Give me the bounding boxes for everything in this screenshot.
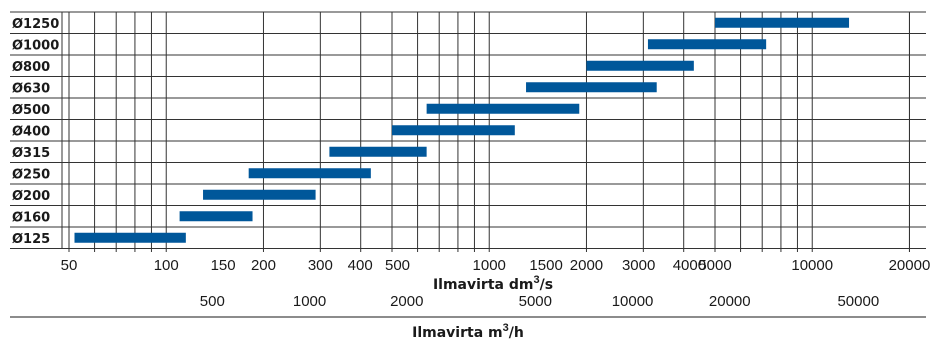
row-label: Ø250 — [12, 167, 50, 182]
x-tick-label: 1500 — [529, 257, 562, 274]
x2-axis-ticks: 500 1000 2000 5000 10000 20000 50000 — [200, 293, 879, 310]
range-bars — [74, 17, 850, 243]
x2-tick-label: 500 — [200, 293, 225, 310]
row-label: Ø1250 — [12, 17, 59, 32]
row-label: Ø125 — [12, 232, 50, 247]
x-tick-label: 1000 — [473, 257, 506, 274]
row-label: Ø800 — [12, 60, 50, 75]
x2-axis-title: Ilmavirta m3/h — [412, 322, 524, 341]
row-label: Ø200 — [12, 189, 50, 204]
row-label: Ø1000 — [12, 38, 59, 53]
x-tick-label: 150 — [211, 257, 236, 274]
range-bar-Ø500 — [426, 103, 580, 114]
x2-tick-label: 2000 — [390, 293, 423, 310]
x-tick-label: 300 — [308, 257, 333, 274]
x2-tick-label: 50000 — [837, 293, 879, 310]
x-tick-label: 4000 — [673, 257, 706, 274]
x-tick-label: 3000 — [622, 257, 655, 274]
x-axis-title: Ilmavirta dm3/s — [433, 274, 553, 293]
x2-tick-label: 10000 — [612, 293, 654, 310]
x-tick-label: 500 — [385, 257, 410, 274]
range-bar-Ø1250 — [715, 17, 850, 28]
range-bar-Ø800 — [586, 60, 694, 71]
row-label: Ø630 — [12, 81, 50, 96]
x2-tick-label: 20000 — [709, 293, 751, 310]
x-tick-label: 400 — [348, 257, 373, 274]
range-bar-Ø630 — [526, 82, 657, 93]
row-label: Ø400 — [12, 124, 50, 139]
x-tick-label: 20000 — [889, 257, 931, 274]
range-bar-Ø125 — [74, 232, 186, 243]
row-label: Ø315 — [12, 146, 50, 161]
range-bar-Ø250 — [248, 168, 371, 179]
x-tick-label: 2000 — [570, 257, 603, 274]
x2-tick-label: 5000 — [519, 293, 552, 310]
row-label: Ø160 — [12, 210, 50, 225]
x-tick-label: 200 — [251, 257, 276, 274]
range-bar-Ø1000 — [647, 39, 767, 50]
x-tick-label: 5000 — [698, 257, 731, 274]
range-bar-Ø315 — [329, 146, 427, 157]
range-bar-Ø200 — [203, 189, 316, 200]
x-tick-label: 10000 — [791, 257, 833, 274]
x-tick-label: 100 — [154, 257, 179, 274]
x2-tick-label: 1000 — [293, 293, 326, 310]
range-bar-Ø400 — [392, 125, 515, 136]
row-label: Ø500 — [12, 103, 50, 118]
x-tick-label: 50 — [61, 257, 78, 274]
row-labels: Ø1250 Ø1000 Ø800 Ø630 Ø500 Ø400 Ø315 Ø250 Ø200 Ø1… — [12, 17, 59, 247]
x-axis-ticks: 50 100 150 200 300 400 500 1000 1500 2000 3000 4000… — [61, 257, 931, 274]
range-bar-Ø160 — [179, 211, 253, 222]
